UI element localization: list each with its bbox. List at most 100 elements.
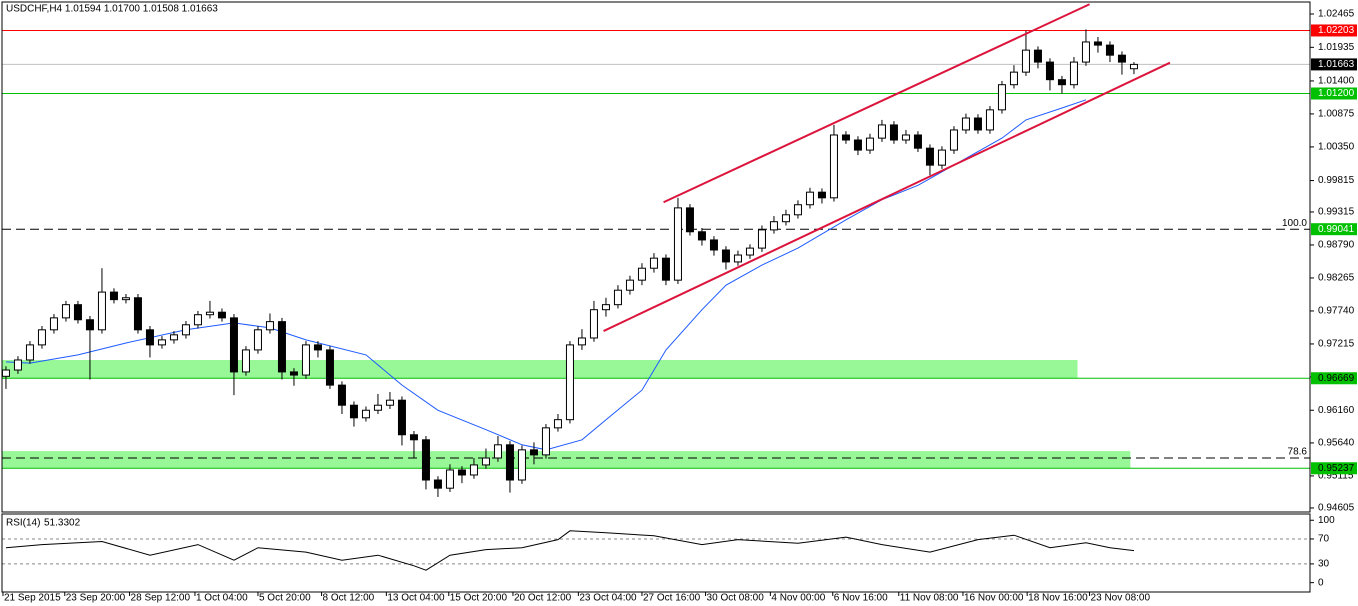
rsi-tick-label: 0 [1318, 577, 1324, 588]
candle-body [313, 344, 322, 351]
candle-body [625, 279, 634, 291]
y-tick-label: 0.98790 [1318, 240, 1355, 251]
candle-body [133, 297, 142, 331]
level-label: 1.01663 [1318, 59, 1355, 70]
candle-body [1129, 63, 1138, 70]
candle-body [517, 449, 526, 481]
zone [2, 359, 1078, 379]
candle-body [1069, 61, 1078, 86]
level-box [1311, 462, 1357, 475]
x-tick-label: 11 Nov 08:00 [900, 593, 959, 604]
candle-body [85, 319, 94, 331]
moving-average [5, 99, 1087, 451]
y-tick-label: 1.01935 [1318, 42, 1355, 53]
rsi-name: RSI(14) [6, 518, 40, 529]
candle-body [541, 427, 550, 456]
candle-body [433, 479, 442, 489]
zone [2, 451, 1131, 469]
level-box [1311, 24, 1357, 37]
candle-body [109, 291, 118, 301]
y-tick-label: 0.94605 [1318, 503, 1355, 514]
y-tick-label: 1.01400 [1318, 76, 1355, 87]
y-tick-label: 0.99815 [1318, 175, 1355, 186]
candle-body [61, 304, 70, 319]
rsi-frame [1, 513, 1311, 593]
candle-body [169, 334, 178, 341]
candle-body [793, 204, 802, 216]
rsi-tick-label: 30 [1318, 559, 1330, 570]
y-tick-label: 0.98265 [1318, 273, 1355, 284]
candle-body [1009, 71, 1018, 86]
candle-body [721, 249, 730, 263]
candle-body [409, 434, 418, 441]
candle-body [781, 214, 790, 223]
candle-body [301, 344, 310, 376]
candle-body [889, 124, 898, 141]
x-tick-label: 30 Oct 08:00 [707, 593, 765, 604]
x-tick-label: 8 Oct 12:00 [323, 593, 375, 604]
rsi-value: 51.3302 [44, 518, 81, 529]
candle-body [937, 149, 946, 166]
y-tick-label: 0.96160 [1318, 405, 1355, 416]
x-tick-label: 16 Nov 00:00 [964, 593, 1024, 604]
candle-body [745, 247, 754, 256]
candle-body [97, 291, 106, 331]
candle-body [25, 344, 34, 361]
candle-body [421, 439, 430, 481]
level-label: 1.01200 [1318, 88, 1355, 99]
candle-body [49, 317, 58, 331]
candle-body [673, 207, 682, 281]
candle-body [697, 231, 706, 241]
x-tick-label: 21 Sep 2015 [4, 593, 61, 604]
candle-body [1117, 54, 1126, 63]
main-frame [1, 1, 1311, 513]
candle-body [361, 409, 370, 419]
x-tick-label: 5 Oct 20:00 [259, 593, 311, 604]
level-tag: 78.6 [1288, 447, 1308, 458]
candle-body [157, 339, 166, 346]
candle-body [481, 457, 490, 466]
candle-body [229, 317, 238, 373]
candle-body [217, 311, 226, 319]
candle-body [637, 267, 646, 281]
candle-body [205, 311, 214, 316]
level-label: 1.02203 [1318, 25, 1355, 36]
candle-body [577, 337, 586, 346]
candle-body [985, 109, 994, 131]
candle-body [997, 84, 1006, 111]
rsi-tick-label: 70 [1318, 534, 1330, 545]
x-tick-label: 15 Oct 20:00 [450, 593, 508, 604]
level-label: 0.99041 [1318, 224, 1355, 235]
candle-body [241, 349, 250, 373]
candle-body [337, 384, 346, 406]
candle-body [505, 444, 514, 481]
candle-body [397, 399, 406, 436]
candle-body [589, 309, 598, 339]
candle-body [325, 349, 334, 386]
candle-body [1033, 49, 1042, 63]
candle-body [769, 221, 778, 231]
y-tick-label: 1.02465 [1318, 9, 1355, 20]
candle-body [1021, 49, 1030, 73]
candle-body [1, 369, 10, 377]
candle-body [733, 254, 742, 263]
candle-body [493, 444, 502, 459]
candle-body [469, 464, 478, 476]
candle-body [529, 449, 538, 456]
rsi-tick-label: 100 [1318, 515, 1335, 526]
channel-line [603, 61, 1171, 332]
level-box [1311, 223, 1357, 236]
level-tag: 100.0 [1282, 218, 1307, 229]
candle-body [757, 229, 766, 249]
candle-body [661, 257, 670, 281]
x-tick-label: 1 Oct 04:00 [196, 593, 248, 604]
candle-body [385, 399, 394, 406]
candle-body [601, 304, 610, 311]
candle-body [253, 329, 262, 351]
candle-body [1105, 44, 1114, 56]
rsi-panel: RSI(14) 51.3302 [2, 518, 1310, 571]
level-label: 0.96669 [1318, 373, 1355, 384]
level-box [1311, 87, 1357, 100]
candle-body [121, 297, 130, 301]
